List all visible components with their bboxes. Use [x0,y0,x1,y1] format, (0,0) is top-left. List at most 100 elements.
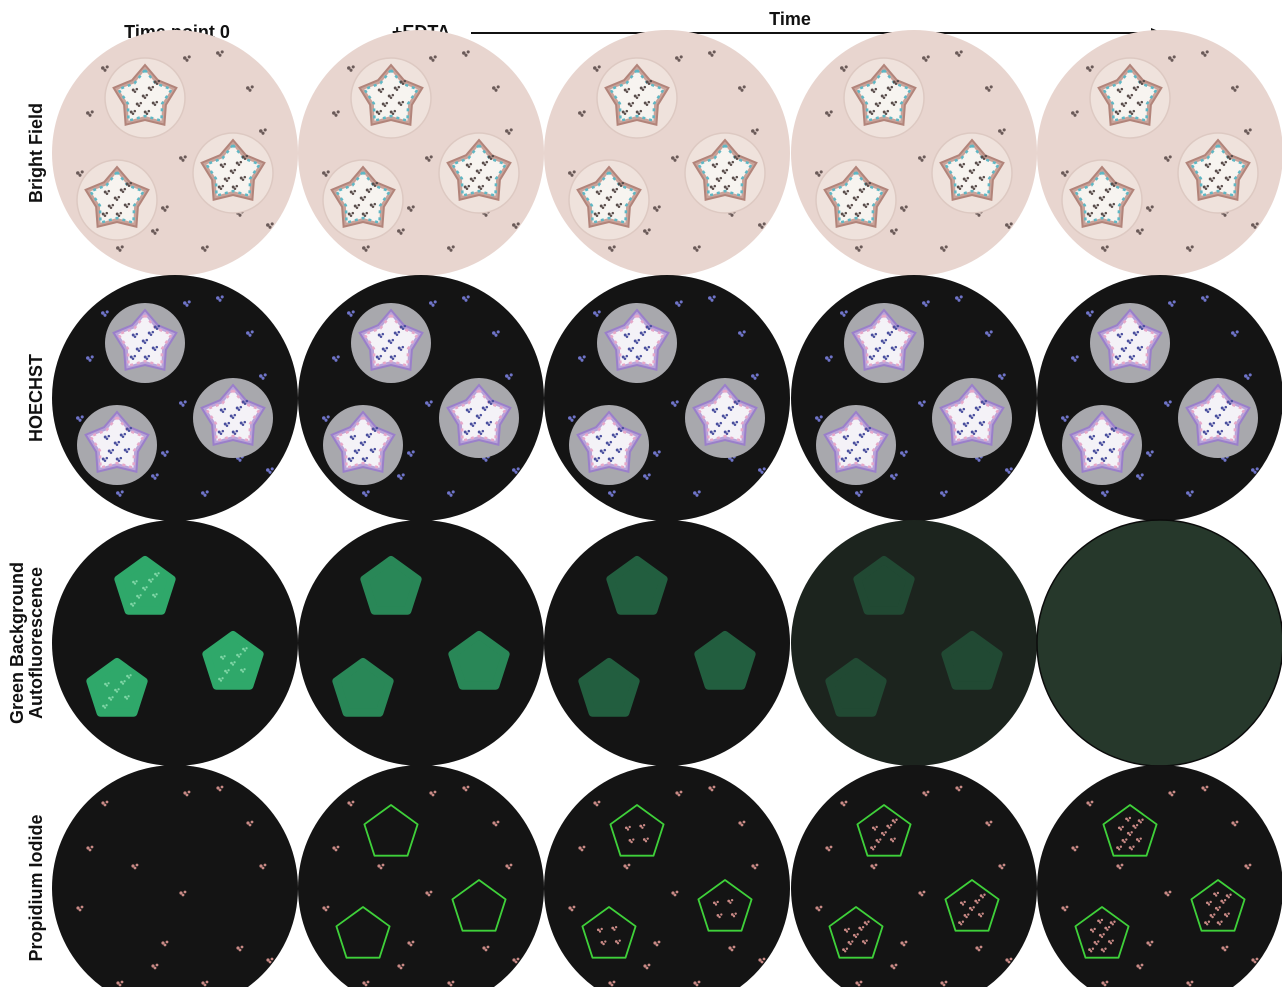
row-label-green-autofluorescence-line-1: Green Background [7,562,27,724]
single-cell-icon [1138,324,1146,331]
single-cell-icon [86,355,94,362]
single-cell-icon [362,245,370,252]
single-cell-icon [125,426,133,433]
single-cell-icon [153,324,161,331]
organoid-icon [578,658,640,717]
single-cell-icon [381,101,389,108]
single-cell-icon [1168,300,1176,307]
single-cell-icon [481,405,489,412]
single-cell-icon [218,677,224,682]
single-cell-icon [101,65,109,72]
single-cell-icon [751,373,759,380]
single-cell-icon [1101,490,1109,497]
panel-hoechst-t0 [52,275,298,521]
single-cell-icon [1071,110,1079,117]
single-cell-icon [229,413,237,420]
single-cell-icon [840,65,848,72]
single-cell-icon [1231,330,1239,337]
single-cell-icon [633,338,641,345]
single-cell-icon [599,448,607,455]
organoid-icon [684,132,766,214]
single-cell-icon [825,845,833,852]
single-cell-icon [125,181,133,188]
single-cell-icon [956,184,964,191]
single-cell-icon [369,202,377,209]
single-cell-icon [116,490,124,497]
organoid-icon [1062,405,1142,485]
organoid-icon [697,879,753,932]
single-cell-icon [645,324,653,331]
organoid-icon [350,57,432,139]
single-cell-icon [115,211,123,218]
single-cell-icon [882,109,890,116]
single-cell-icon [922,790,930,797]
single-cell-icon [605,195,613,202]
single-cell-icon [727,405,735,412]
single-cell-icon [463,184,471,191]
single-cell-icon [815,170,823,177]
organoid-icon [104,57,186,139]
single-cell-icon [239,420,247,427]
single-cell-icon [365,432,373,439]
single-cell-icon [962,421,970,428]
organoid-icon [76,159,158,241]
single-cell-icon [492,820,500,827]
single-cell-icon [1125,816,1132,822]
single-cell-icon [362,980,370,987]
single-cell-icon [880,93,888,100]
single-cell-icon [397,473,405,480]
single-cell-icon [611,925,618,931]
single-cell-icon [216,785,224,792]
organoid-icon [1102,804,1158,857]
single-cell-icon [1205,900,1212,906]
single-cell-icon [399,79,407,86]
organoid-icon [360,556,422,615]
single-cell-icon [141,338,149,345]
panel-grid [52,30,1282,987]
single-cell-icon [568,170,576,177]
single-cell-icon [1128,845,1135,851]
single-cell-icon [512,957,520,964]
single-cell-icon [183,790,191,797]
single-cell-icon [861,939,868,945]
single-cell-icon [825,355,833,362]
single-cell-icon [852,195,860,202]
single-cell-icon [217,184,225,191]
single-cell-icon [161,450,169,457]
single-cell-icon [179,890,187,897]
single-cell-icon [727,898,734,904]
single-cell-icon [152,593,158,598]
single-cell-icon [469,421,477,428]
single-cell-icon [103,434,111,441]
single-cell-icon [593,800,601,807]
panel-bright-field-t1 [298,30,544,276]
single-cell-icon [730,912,737,918]
single-cell-icon [852,440,860,447]
single-cell-icon [425,155,433,162]
single-cell-icon [956,429,964,436]
single-cell-icon [614,939,621,945]
single-cell-icon [477,429,485,436]
single-cell-icon [1093,940,1100,946]
single-cell-icon [840,310,848,317]
row-label-propidium-iodide-line-1: Propidium Iodide [26,815,46,962]
single-cell-icon [708,295,716,302]
single-cell-icon [114,688,120,693]
single-cell-icon [615,202,623,209]
single-cell-icon [147,85,155,92]
single-cell-icon [611,432,619,439]
single-cell-icon [1088,189,1096,196]
single-cell-icon [709,184,717,191]
single-cell-icon [465,407,473,414]
single-cell-icon [1220,405,1228,412]
single-cell-icon [322,905,330,912]
single-cell-icon [161,205,169,212]
single-cell-icon [1164,155,1172,162]
single-cell-icon [246,820,254,827]
single-cell-icon [871,825,878,831]
single-cell-icon [224,669,230,674]
single-cell-icon [148,578,154,583]
single-cell-icon [955,295,963,302]
single-cell-icon [365,187,373,194]
